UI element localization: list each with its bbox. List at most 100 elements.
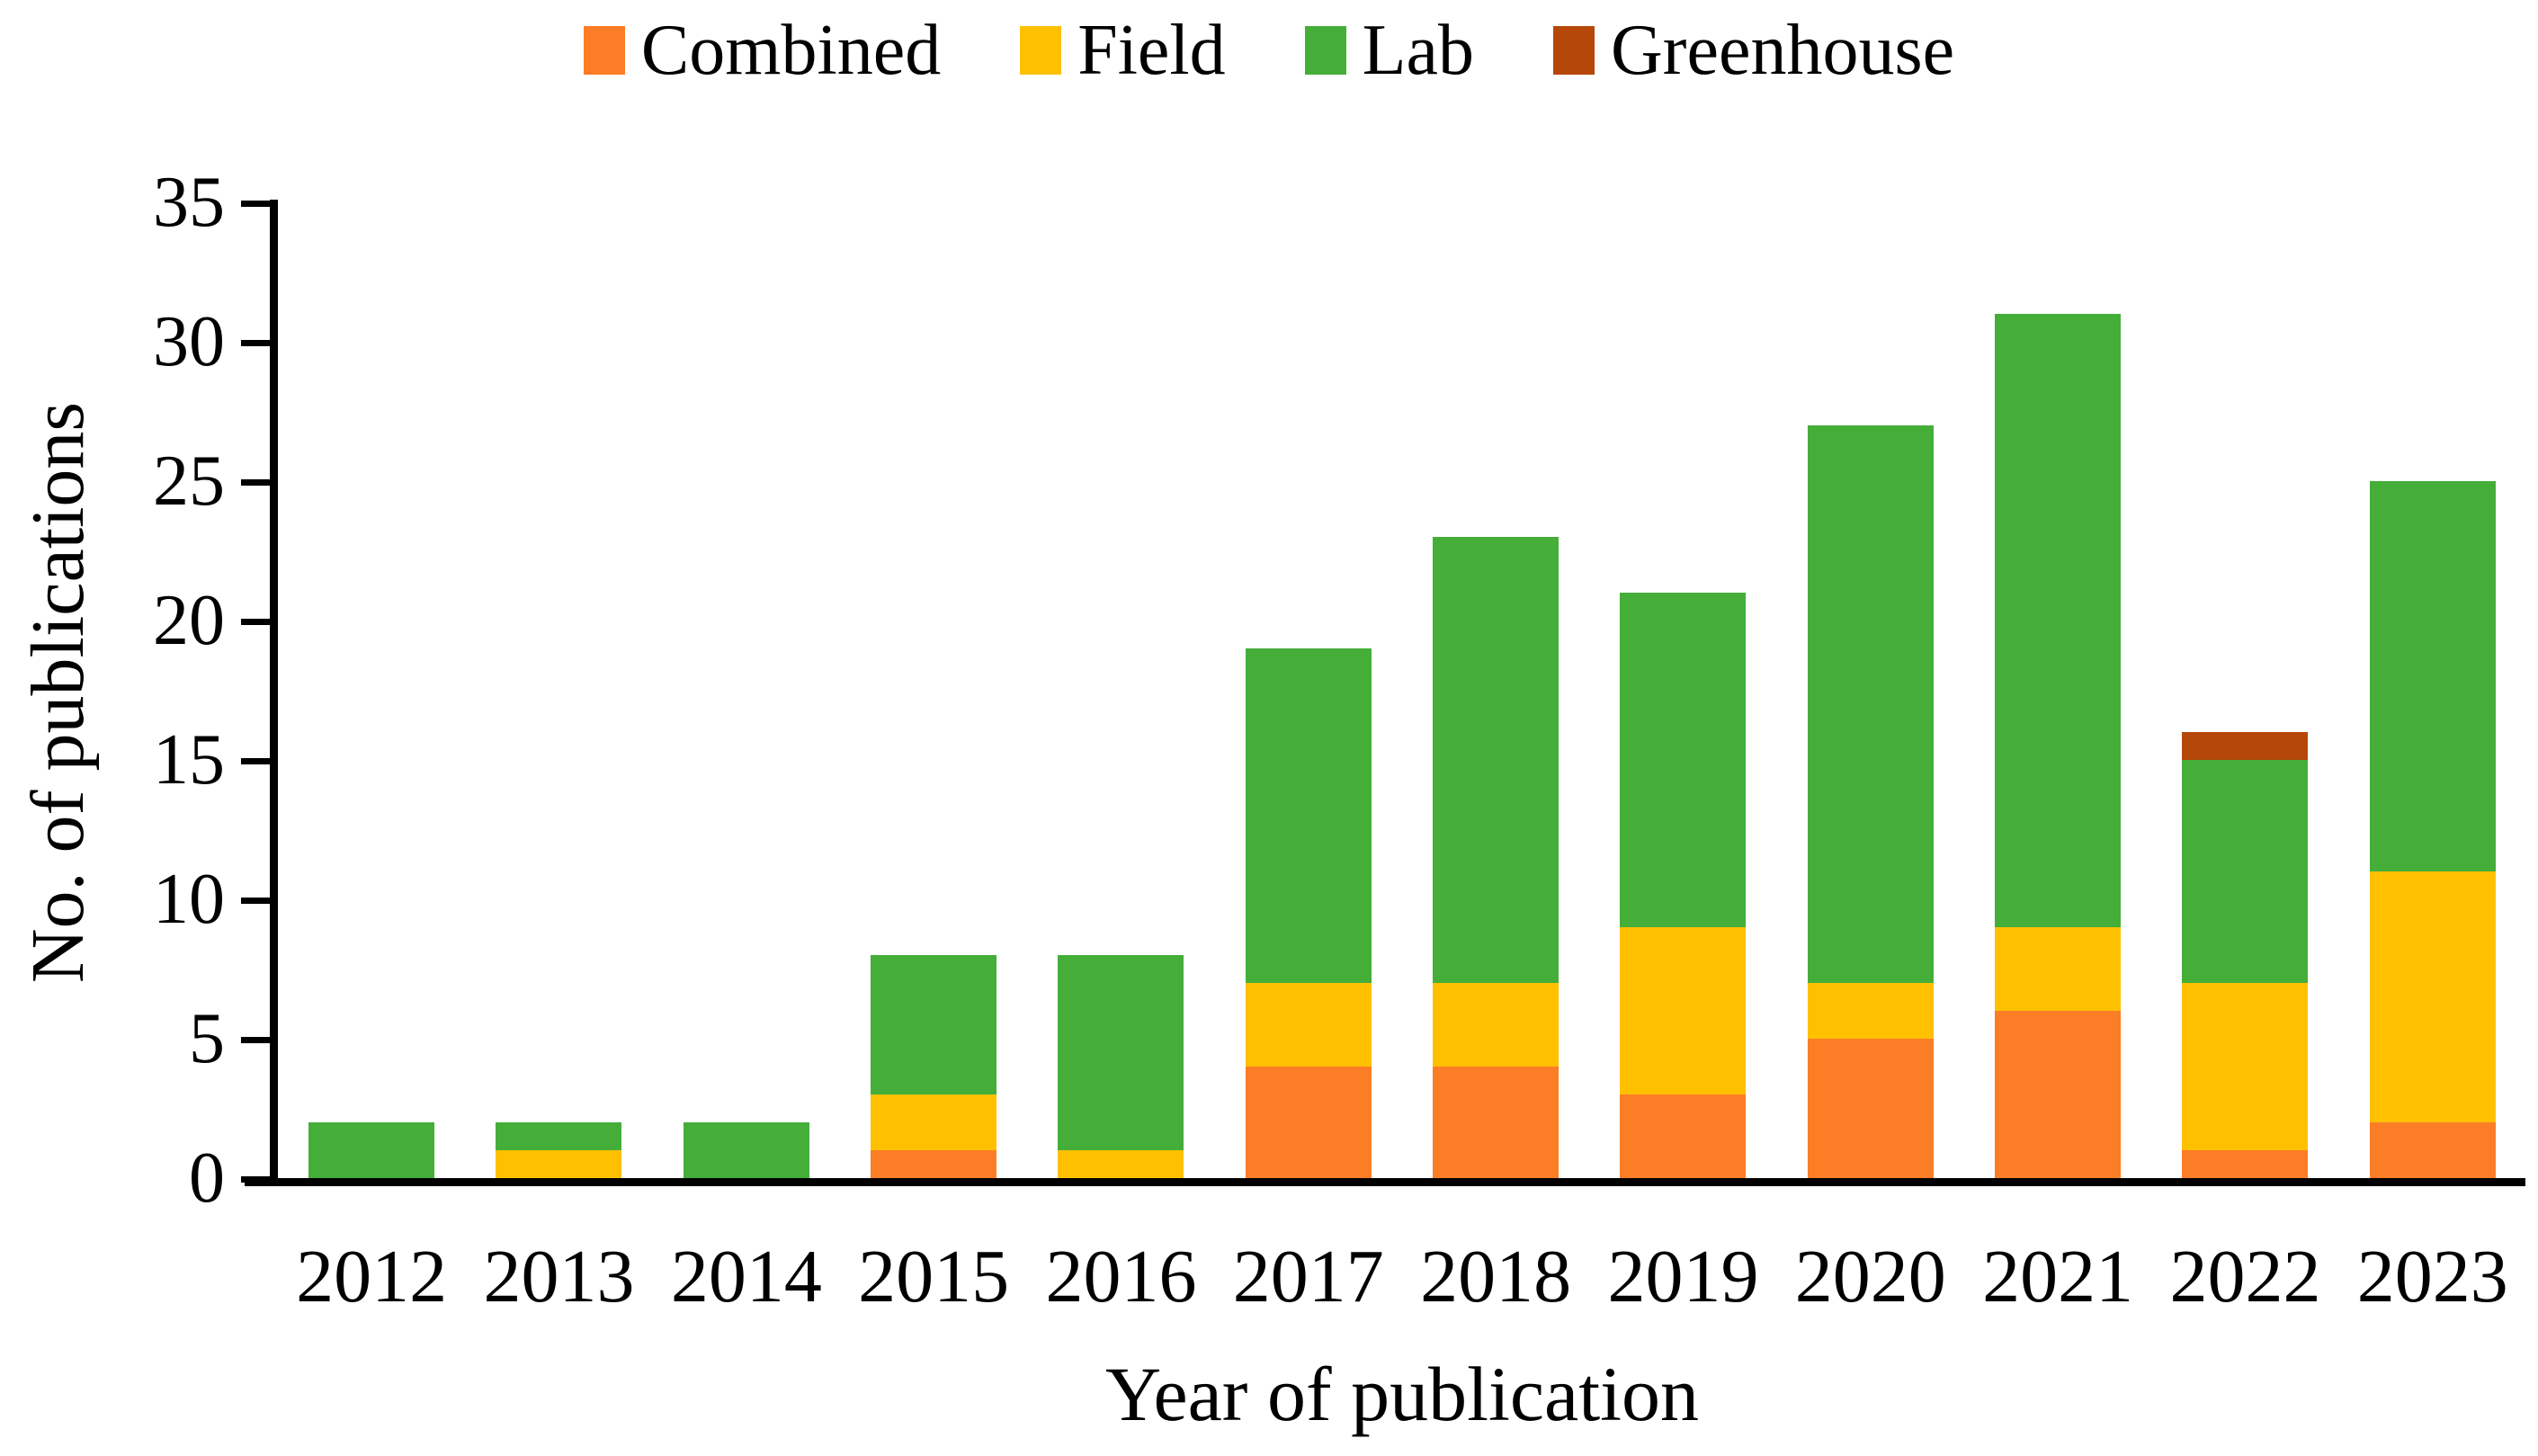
legend-swatch-field-icon [1020,26,1062,75]
bar-slot-2013 [465,202,652,1178]
legend-label-combined: Combined [640,11,942,90]
y-tick-10 [241,898,272,904]
bar-2013-segment-field [496,1150,622,1178]
bar-2019-segment-combined [1620,1094,1747,1178]
legend-item-greenhouse: Greenhouse [1553,14,1954,86]
bar-2019 [1620,593,1747,1178]
y-tick-label-10: 10 [153,860,225,939]
bar-2022-segment-combined [2182,1150,2309,1178]
bar-slot-2019 [1589,202,1776,1178]
bar-2019-segment-lab [1620,593,1747,927]
bar-2017-segment-combined [1245,1067,1372,1178]
bar-2015-segment-combined [871,1150,997,1178]
bar-2021-segment-combined [1995,1011,2122,1178]
y-tick-20 [241,619,272,625]
bar-2019-segment-field [1620,927,1747,1094]
bar-2020-segment-combined [1807,1039,1934,1178]
y-tick-label-5: 5 [189,999,225,1078]
bar-2022 [2182,732,2309,1178]
y-tick-label-35: 35 [153,163,225,242]
bar-slot-2022 [2151,202,2338,1178]
bar-2015-segment-lab [871,955,997,1094]
bar-2021-segment-lab [1995,314,2122,927]
y-axis-line [270,200,278,1185]
legend-label-greenhouse: Greenhouse [1611,11,1955,90]
legend-item-combined: Combined [583,11,942,90]
y-tick-label-25: 25 [153,442,225,521]
legend-swatch-greenhouse-icon [1553,26,1595,75]
bar-2012 [308,1122,435,1178]
x-tick-label-2017: 2017 [1232,1235,1384,1318]
x-tick-label-2022: 2022 [2169,1235,2321,1318]
y-tick-label-20: 20 [153,581,225,660]
x-axis-title: Year of publication [1104,1351,1700,1437]
bar-2023-segment-field [2369,871,2496,1122]
legend-label-field: Field [1077,11,1226,90]
legend-swatch-lab-icon [1304,26,1346,75]
bar-slot-2012 [278,202,465,1178]
x-tick-label-2021: 2021 [1982,1235,2134,1318]
legend-swatch-combined-icon [583,26,625,75]
plot-area [278,202,2526,1178]
legend: Combined Field Lab Greenhouse [0,14,2538,86]
bar-2022-segment-greenhouse [2182,732,2309,760]
bar-2015 [871,955,997,1178]
x-tick-label-2016: 2016 [1045,1235,1197,1318]
bar-2014-segment-lab [683,1122,809,1178]
bar-2016-segment-lab [1058,955,1184,1150]
bar-2023-segment-lab [2369,481,2496,871]
x-tick-label-2012: 2012 [296,1235,448,1318]
x-tick-label-2014: 2014 [670,1235,822,1318]
bar-2023-segment-combined [2369,1122,2496,1178]
y-tick-35 [241,201,272,207]
x-tick-label-2023: 2023 [2356,1235,2508,1318]
bar-slot-2018 [1402,202,1589,1178]
bar-2015-segment-field [871,1094,997,1150]
y-tick-15 [241,758,272,764]
y-tick-label-0: 0 [189,1139,225,1218]
x-tick-label-2013: 2013 [483,1235,635,1318]
bar-2018-segment-combined [1433,1067,1559,1178]
bar-2017-segment-lab [1245,648,1372,983]
x-tick-label-2019: 2019 [1607,1235,1759,1318]
bar-slot-2023 [2339,202,2526,1178]
bar-2020-segment-field [1807,983,1934,1039]
bar-slot-2014 [653,202,840,1178]
bar-2021 [1995,314,2122,1178]
bar-2013-segment-lab [496,1122,622,1150]
bar-2017 [1245,648,1372,1178]
bar-2018 [1433,537,1559,1178]
bar-2018-segment-field [1433,983,1559,1067]
bar-2012-segment-lab [308,1122,435,1178]
bar-2016 [1058,955,1184,1178]
bar-2018-segment-lab [1433,537,1559,983]
x-tick-label-2018: 2018 [1420,1235,1572,1318]
y-tick-25 [241,479,272,486]
y-tick-label-15: 15 [153,720,225,799]
bar-2017-segment-field [1245,983,1372,1067]
x-tick-label-2015: 2015 [858,1235,1010,1318]
bar-2013 [496,1122,622,1178]
bar-2020 [1807,425,1934,1178]
bar-2023 [2369,481,2496,1178]
bar-slot-2021 [1964,202,2151,1178]
bar-2020-segment-lab [1807,425,1934,983]
bar-2021-segment-field [1995,927,2122,1011]
bar-slot-2016 [1027,202,1214,1178]
bar-2022-segment-field [2182,983,2309,1150]
bar-2022-segment-lab [2182,760,2309,983]
y-tick-30 [241,340,272,346]
legend-label-lab: Lab [1362,11,1475,90]
bar-2016-segment-field [1058,1150,1184,1178]
bar-slot-2015 [840,202,1027,1178]
bar-2014 [683,1122,809,1178]
legend-item-field: Field [1020,11,1226,90]
x-axis-line [245,1178,2525,1186]
x-tick-label-2020: 2020 [1794,1235,1946,1318]
bar-slot-2017 [1215,202,1402,1178]
legend-item-lab: Lab [1304,11,1475,90]
x-axis-tick-labels: 2012 2013 2014 2015 2016 2017 2018 2019 2020 2021… [278,1234,2526,1320]
y-tick-label-30: 30 [153,302,225,381]
y-tick-5 [241,1037,272,1043]
